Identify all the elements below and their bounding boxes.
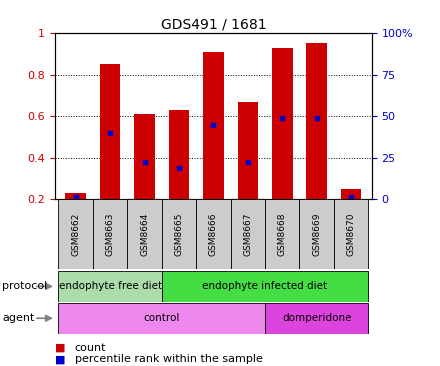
Text: agent: agent [2, 313, 35, 323]
FancyBboxPatch shape [334, 199, 368, 269]
FancyBboxPatch shape [59, 303, 265, 334]
Bar [203, 52, 224, 199]
Bar [65, 193, 86, 199]
Text: control: control [143, 313, 180, 323]
Text: GSM8667: GSM8667 [243, 213, 252, 256]
Text: domperidone: domperidone [282, 313, 352, 323]
Bar [306, 43, 327, 199]
Bar [134, 114, 155, 199]
Text: GSM8663: GSM8663 [106, 213, 114, 256]
FancyBboxPatch shape [93, 199, 127, 269]
Text: ■: ■ [55, 354, 66, 365]
FancyBboxPatch shape [231, 199, 265, 269]
FancyBboxPatch shape [162, 271, 368, 302]
FancyBboxPatch shape [265, 303, 368, 334]
Text: percentile rank within the sample: percentile rank within the sample [75, 354, 263, 365]
Title: GDS491 / 1681: GDS491 / 1681 [161, 18, 266, 32]
Text: ■: ■ [55, 343, 66, 353]
FancyBboxPatch shape [300, 199, 334, 269]
FancyBboxPatch shape [127, 199, 162, 269]
FancyBboxPatch shape [162, 199, 196, 269]
FancyBboxPatch shape [265, 199, 300, 269]
Text: count: count [75, 343, 106, 353]
Text: endophyte infected diet: endophyte infected diet [202, 281, 328, 291]
FancyBboxPatch shape [59, 271, 162, 302]
Bar [169, 110, 189, 199]
Text: GSM8666: GSM8666 [209, 213, 218, 256]
Text: GSM8668: GSM8668 [278, 213, 287, 256]
Text: GSM8665: GSM8665 [175, 213, 183, 256]
Text: GSM8669: GSM8669 [312, 213, 321, 256]
Bar [341, 189, 362, 199]
FancyBboxPatch shape [196, 199, 231, 269]
Text: protocol: protocol [2, 281, 48, 291]
FancyBboxPatch shape [59, 199, 93, 269]
Bar [100, 64, 121, 199]
Bar [272, 48, 293, 199]
Text: endophyte free diet: endophyte free diet [59, 281, 161, 291]
Bar [238, 102, 258, 199]
Text: GSM8664: GSM8664 [140, 213, 149, 256]
Text: GSM8670: GSM8670 [347, 213, 356, 256]
Text: GSM8662: GSM8662 [71, 213, 80, 256]
